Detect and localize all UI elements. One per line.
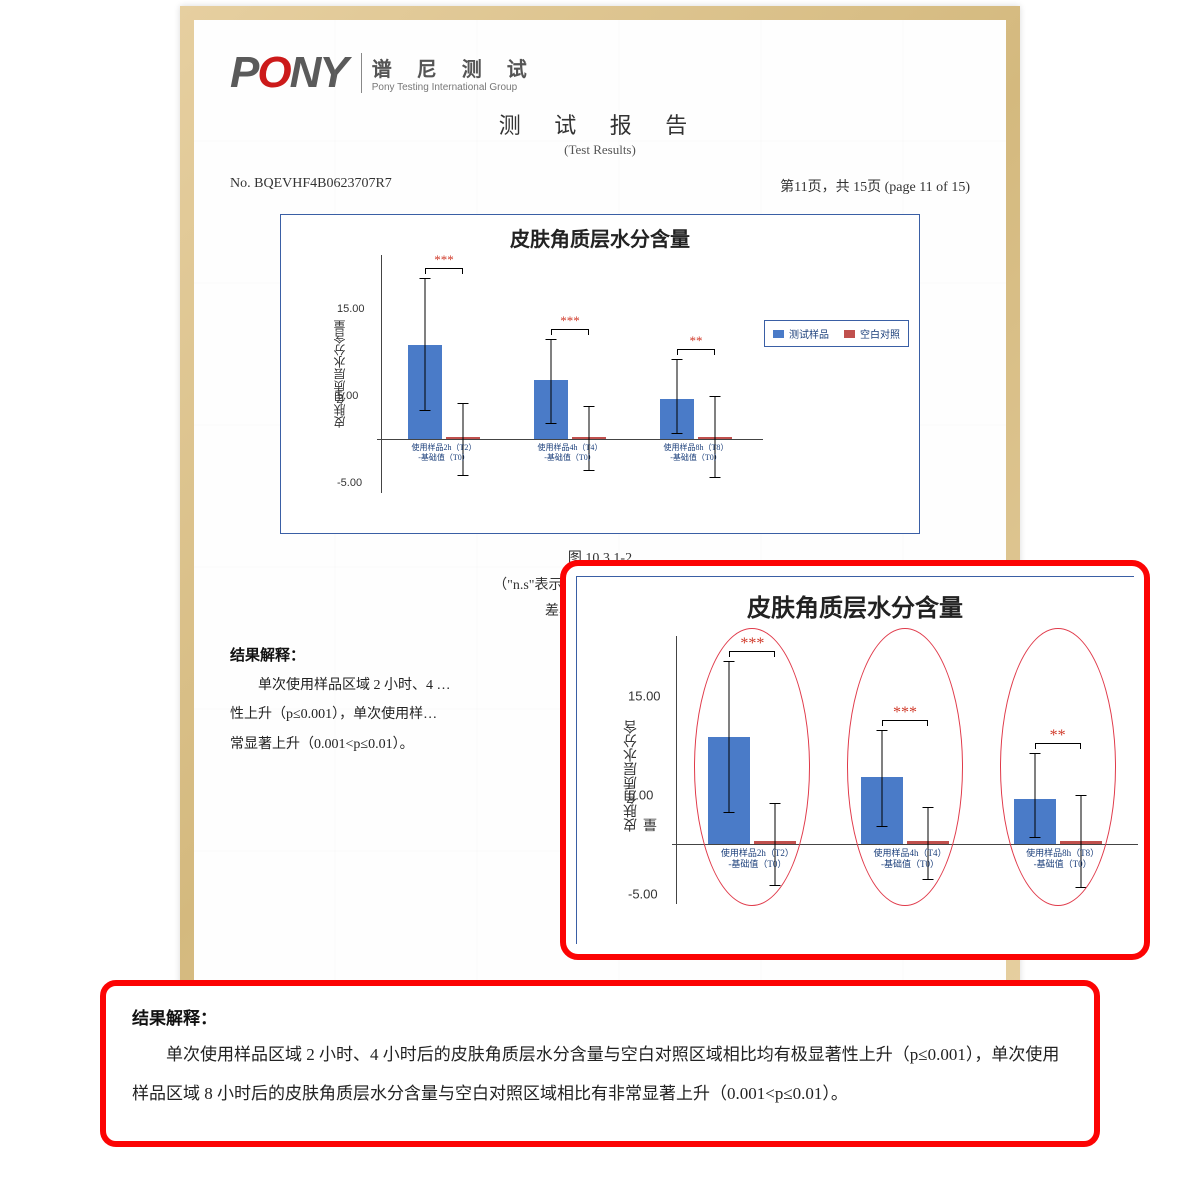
report-title: 测 试 报 告 (Test Results): [230, 108, 970, 158]
x-axis: [377, 439, 763, 440]
chart-title: 皮肤角质层水分含量: [281, 223, 919, 252]
chart-plot: 皮肤角质层水分含量 -5.005.0015.00***使用样品2h（T2）-基础…: [381, 265, 759, 483]
significance-label: **: [690, 333, 703, 349]
significance-label: ***: [740, 635, 764, 653]
x-tick-label: 使用样品2h（T2）-基础值（T0）: [399, 443, 489, 461]
logo-letter-o: O: [257, 48, 289, 98]
x-tick-label: 使用样品4h（T4）-基础值（T0）: [860, 848, 960, 869]
significance-bracket: [677, 349, 715, 355]
report-title-en: (Test Results): [230, 142, 970, 158]
error-bar: [677, 359, 678, 434]
significance-label: ***: [434, 252, 454, 268]
x-tick-label: 使用样品8h（T8）-基础值（T0）: [1013, 848, 1113, 869]
legend-swatch-sample: [773, 330, 784, 338]
callout-plot: 皮肤角质层水分含量 -5.005.0015.00***使用样品2h（T2）-基础…: [676, 646, 1134, 894]
y-tick: 15.00: [337, 303, 365, 315]
legend-swatch-blank: [844, 330, 855, 338]
callout-chart: 皮肤角质层水分含量 测试样 皮肤角质层水分含量 -5.005.0015.00**…: [560, 560, 1150, 960]
x-tick-label: 使用样品8h（T8）-基础值（T0）: [651, 443, 741, 461]
error-bar: [425, 278, 426, 411]
error-bar: [928, 807, 929, 880]
significance-label: ***: [893, 704, 917, 722]
significance-label: ***: [560, 313, 580, 329]
logo-en: Pony Testing International Group: [372, 82, 537, 93]
callout-results-heading: 结果解释：: [132, 1004, 1068, 1029]
y-tick: -5.00: [337, 477, 362, 489]
error-bar: [1034, 753, 1035, 838]
pony-logo: P O NY: [230, 48, 347, 98]
y-tick: -5.00: [628, 887, 658, 902]
page-info: 第11页，共 15页 (page 11 of 15): [780, 176, 970, 196]
significance-label: **: [1050, 727, 1066, 745]
y-axis: [381, 255, 382, 493]
logo-cn: 谱 尼 测 试: [372, 53, 537, 82]
doc-number: No. BQEVHF4B0623707R7: [230, 176, 392, 196]
logo-letter: NY: [290, 48, 347, 98]
callout-chart-title: 皮肤角质层水分含量: [566, 588, 1144, 623]
meta-row: No. BQEVHF4B0623707R7 第11页，共 15页 (page 1…: [230, 176, 970, 196]
logo-letter: P: [230, 48, 257, 98]
y-tick: 5.00: [337, 390, 358, 402]
error-bar: [463, 403, 464, 476]
x-axis: [672, 844, 1138, 845]
report-title-cn: 测 试 报 告: [230, 108, 970, 140]
y-axis: [676, 636, 677, 904]
y-axis-label: 皮肤角质层水分含量: [622, 708, 662, 832]
significance-bracket: [425, 268, 463, 274]
error-bar: [1080, 795, 1081, 888]
logo-row: P O NY 谱 尼 测 试 Pony Testing Internationa…: [230, 48, 970, 98]
callout-text: 结果解释： 单次使用样品区域 2 小时、4 小时后的皮肤角质层水分含量与空白对照…: [100, 980, 1100, 1147]
logo-subtext: 谱 尼 测 试 Pony Testing International Group: [361, 53, 537, 93]
x-tick-label: 使用样品2h（T2）-基础值（T0）: [707, 848, 807, 869]
callout-results-body: 单次使用样品区域 2 小时、4 小时后的皮肤角质层水分含量与空白对照区域相比均有…: [132, 1035, 1068, 1113]
error-bar: [882, 730, 883, 826]
error-bar: [715, 396, 716, 478]
error-bar: [729, 661, 730, 813]
chart-legend: 测试样品 空白对照: [764, 320, 909, 347]
y-tick: 5.00: [628, 787, 653, 802]
y-tick: 15.00: [628, 688, 661, 703]
y-axis-label: 皮肤角质层水分含量: [331, 320, 348, 428]
error-bar: [775, 803, 776, 886]
x-tick-label: 使用样品4h（T4）-基础值（T0）: [525, 443, 615, 461]
chart-box: 皮肤角质层水分含量 测试样品 空白对照 皮肤角质层水分含量 -5.005.001…: [280, 214, 920, 534]
significance-bracket: [551, 329, 589, 335]
error-bar: [551, 339, 552, 424]
